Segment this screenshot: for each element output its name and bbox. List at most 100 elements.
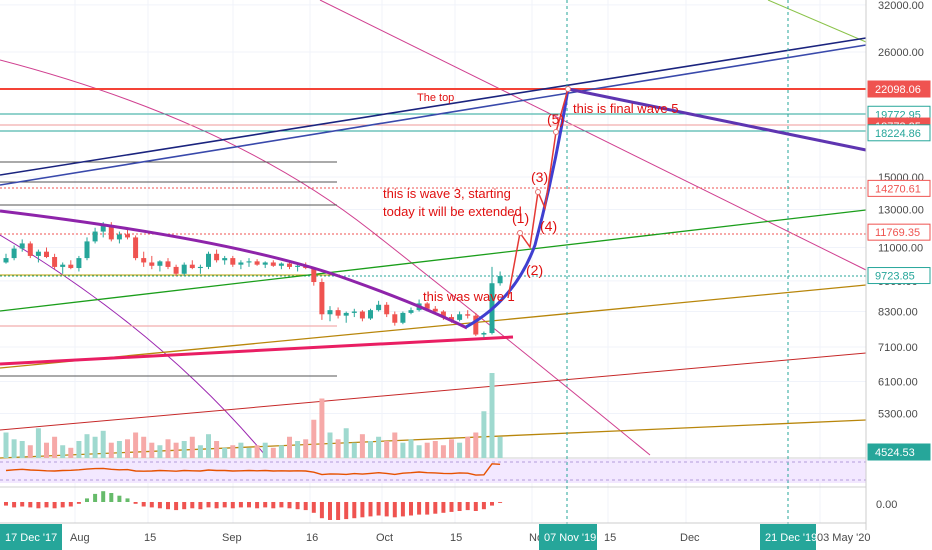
candle-body <box>376 304 382 311</box>
volume-bar <box>222 447 228 458</box>
red-trendline[interactable] <box>0 352 867 431</box>
wave-drawings[interactable] <box>0 86 867 330</box>
price-tick-label: 5300.00 <box>878 408 918 420</box>
macd-bar <box>76 502 81 504</box>
candle-body <box>311 268 317 283</box>
macd-bar <box>465 502 470 511</box>
candle-body <box>76 258 82 269</box>
label-wave-1: (1) <box>512 210 529 226</box>
volume-bars <box>3 373 503 458</box>
drawing-tools[interactable] <box>0 0 867 530</box>
volume-bar <box>262 442 268 458</box>
faint-green-trendline[interactable] <box>767 0 867 43</box>
green-trendline[interactable] <box>0 209 867 312</box>
candle-body <box>408 310 414 313</box>
volume-bar <box>440 445 446 458</box>
candle-body <box>481 333 487 335</box>
price-badge-label: 22098.06 <box>875 84 921 96</box>
macd-bar <box>222 502 227 508</box>
volume-bar <box>3 432 9 458</box>
price-badge-box <box>867 179 931 197</box>
wave-curve-down[interactable] <box>567 87 867 152</box>
macd-bar <box>473 502 478 511</box>
candle-body <box>440 311 446 318</box>
macd-bar <box>344 502 349 520</box>
channel-lower[interactable] <box>0 44 867 186</box>
candle-body <box>343 312 349 316</box>
price-axis[interactable]: 32000.0026000.0015000.0013000.0011000.00… <box>865 0 931 530</box>
time-badge: 07 Nov '19 <box>539 524 597 550</box>
macd-bar <box>279 502 284 508</box>
candle-body <box>19 243 25 249</box>
macd-bar <box>149 502 154 508</box>
time-axis[interactable]: Aug 15 Sep 16 Oct 15 No 15 Dec 03 May '20 17 Dec … <box>0 522 870 550</box>
wave-curve-up[interactable] <box>465 88 570 329</box>
macd-bar <box>12 502 17 508</box>
macd-bar <box>376 502 381 516</box>
rsi-line <box>5 463 501 476</box>
wave-point-5[interactable] <box>553 129 559 135</box>
candle-body <box>84 241 90 259</box>
price-badge: 11769.35 <box>867 223 931 241</box>
purple-resistance-arc[interactable] <box>0 209 468 330</box>
price-badge-label: 9723.85 <box>875 271 915 283</box>
time-tick-label: 15 <box>144 532 156 544</box>
indicator-axis-label: 0.00 <box>876 499 897 511</box>
candle-body <box>100 225 106 232</box>
volume-bar <box>327 432 333 458</box>
volume-bar <box>125 439 130 458</box>
price-badge-label: 14270.61 <box>875 183 921 195</box>
olive-trendline[interactable] <box>0 284 867 369</box>
macd-bar <box>93 493 98 502</box>
purple-arc-left[interactable] <box>0 234 266 456</box>
macd-bar <box>368 502 373 517</box>
volume-bar <box>270 447 276 458</box>
channel-upper[interactable] <box>0 37 867 176</box>
candle-body <box>432 308 438 312</box>
wave-point-1[interactable] <box>517 230 523 236</box>
volume-bar <box>116 441 122 458</box>
macd-bar <box>303 502 308 511</box>
candle-body <box>165 261 171 267</box>
candle-body <box>116 234 122 240</box>
wave-point-top[interactable] <box>565 86 571 92</box>
candle-body <box>449 317 454 320</box>
volume-bar <box>214 441 220 458</box>
macd-bar <box>174 502 179 511</box>
candle-body <box>44 251 49 258</box>
macd-bar <box>28 502 33 508</box>
volume-bar <box>60 445 66 458</box>
macd-bar <box>20 502 25 507</box>
annotations: The top this is final wave 5 this is wav… <box>383 92 679 304</box>
magenta-support-line[interactable] <box>0 335 514 366</box>
volume-bar <box>100 430 106 458</box>
volume-bar <box>19 441 25 458</box>
volume-bar <box>343 428 349 458</box>
candle-body <box>368 310 373 319</box>
volume-bar <box>173 442 179 458</box>
price-badge-label: 11769.35 <box>875 227 920 239</box>
candle-body <box>52 257 58 267</box>
time-tick-label: Sep <box>222 532 242 544</box>
label-wave-3: (3) <box>531 169 548 185</box>
macd-bar <box>498 502 503 503</box>
volume-bar <box>149 442 155 458</box>
candle-body <box>262 262 268 265</box>
macd-bar <box>206 502 211 508</box>
pink-arc-mid[interactable] <box>0 59 651 456</box>
macd-bar <box>141 502 146 507</box>
label-wave-2: (2) <box>526 262 543 278</box>
price-badge-box <box>867 267 931 285</box>
macd-bar <box>157 502 162 509</box>
volume-bar <box>384 441 390 458</box>
candle-body <box>230 258 236 265</box>
wave-point-3[interactable] <box>535 189 541 195</box>
macd-bar <box>311 502 316 513</box>
volume-bar <box>11 439 17 458</box>
time-tick-label: 16 <box>306 532 318 544</box>
volume-bar <box>449 439 454 458</box>
volume-bar <box>473 432 479 458</box>
candle-body <box>246 261 252 263</box>
macd-bar <box>255 502 260 509</box>
